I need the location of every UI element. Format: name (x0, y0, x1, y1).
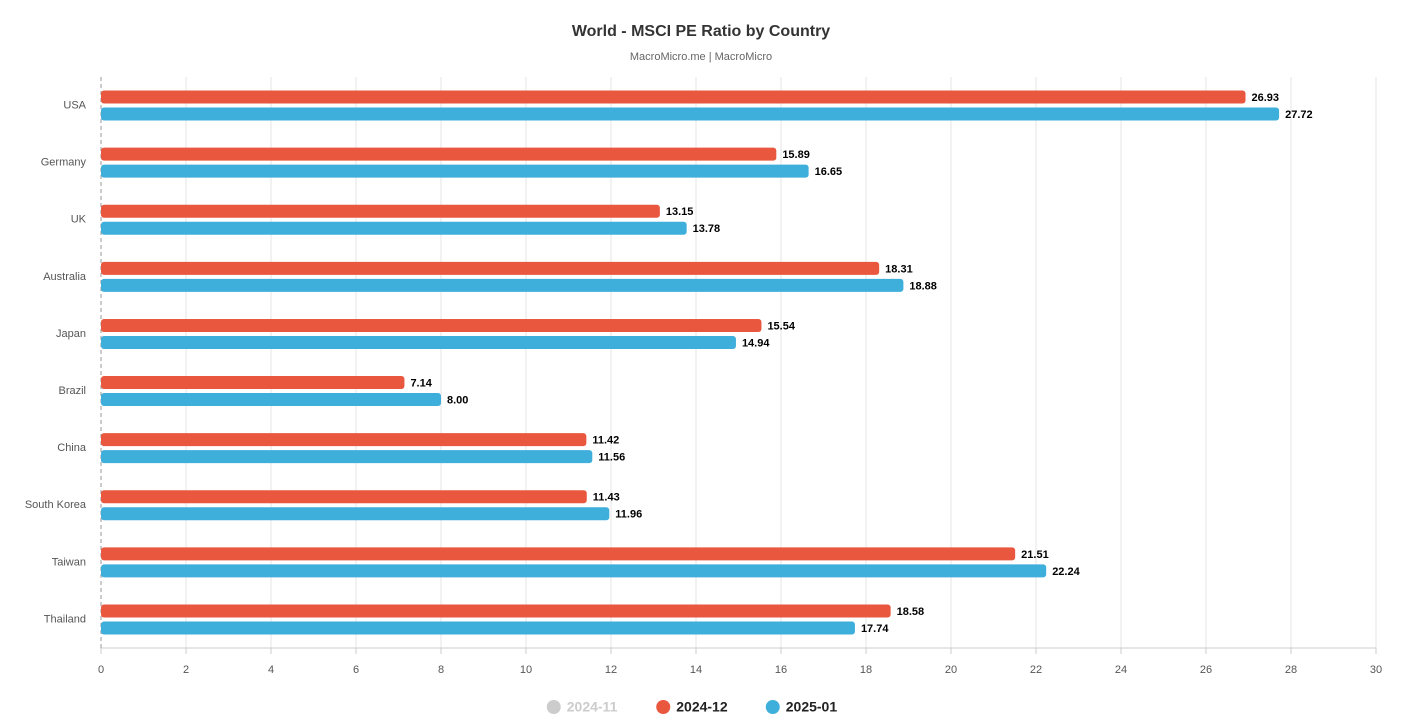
legend-item[interactable]: 2024-12 (656, 699, 728, 715)
legend-label: 2024-11 (567, 699, 618, 715)
value-label: 21.51 (1021, 549, 1049, 561)
bar (101, 604, 891, 618)
legend-item[interactable]: 2025-01 (765, 699, 838, 715)
y-tick-label: Thailand (44, 613, 86, 625)
x-tick-label: 28 (1285, 664, 1297, 676)
y-tick-label: Germany (41, 157, 87, 169)
value-label: 13.78 (693, 223, 721, 235)
x-tick-label: 14 (690, 664, 702, 676)
legend-swatch (546, 700, 561, 714)
bar (101, 90, 1246, 104)
value-label: 15.89 (782, 149, 810, 161)
value-label: 7.14 (410, 377, 432, 389)
x-tick-label: 0 (98, 664, 104, 676)
y-tick-label: UK (71, 214, 87, 226)
value-label: 11.43 (593, 492, 620, 504)
bar (101, 433, 587, 447)
bar (101, 564, 1047, 578)
value-label: 11.56 (598, 452, 625, 464)
y-tick-label: USA (63, 99, 86, 111)
bar (101, 621, 855, 635)
value-label: 14.94 (742, 337, 770, 349)
value-label: 11.96 (615, 509, 642, 521)
bar (101, 221, 687, 235)
bar (101, 318, 762, 332)
bar (101, 335, 736, 349)
bar (101, 393, 441, 407)
legend-item[interactable]: 2024-11 (546, 699, 618, 715)
bar (101, 450, 593, 464)
x-tick-label: 22 (1030, 664, 1042, 676)
value-label: 18.31 (885, 263, 913, 275)
x-tick-label: 2 (183, 664, 189, 676)
y-tick-label: Japan (56, 328, 86, 340)
chart-subtitle: MacroMicro.me | MacroMicro (630, 51, 772, 63)
value-label: 13.15 (666, 206, 694, 218)
x-tick-label: 30 (1370, 664, 1382, 676)
bar (101, 507, 610, 521)
x-tick-label: 20 (945, 664, 957, 676)
legend-label: 2025-01 (786, 699, 838, 715)
x-tick-label: 10 (520, 664, 532, 676)
x-tick-label: 18 (860, 664, 872, 676)
legend-swatch (656, 700, 671, 714)
legend-swatch (765, 700, 780, 714)
bar (101, 164, 809, 178)
chart-title: World - MSCI PE Ratio by Country (572, 23, 830, 40)
bar (101, 107, 1280, 121)
y-tick-label: China (57, 442, 87, 454)
x-tick-label: 12 (605, 664, 617, 676)
x-tick-label: 26 (1200, 664, 1212, 676)
bar (101, 547, 1016, 561)
value-label: 17.74 (861, 623, 889, 635)
x-tick-label: 8 (438, 664, 444, 676)
legend-label: 2024-12 (676, 699, 728, 715)
value-label: 15.54 (767, 320, 795, 332)
y-tick-label: Taiwan (52, 556, 86, 568)
bar (101, 278, 904, 292)
value-label: 16.65 (815, 166, 843, 178)
y-tick-label: Australia (43, 271, 87, 283)
y-tick-label: South Korea (25, 499, 87, 511)
y-tick-label: Brazil (58, 385, 86, 397)
value-label: 18.88 (909, 280, 937, 292)
bar (101, 261, 880, 275)
value-label: 11.42 (592, 435, 619, 447)
value-label: 8.00 (447, 394, 468, 406)
x-tick-label: 24 (1115, 664, 1127, 676)
bar (101, 490, 587, 504)
value-label: 27.72 (1285, 109, 1313, 121)
value-label: 26.93 (1252, 92, 1280, 104)
x-tick-label: 16 (775, 664, 787, 676)
bar (101, 376, 405, 390)
bar (101, 147, 777, 161)
value-label: 22.24 (1052, 566, 1080, 578)
bar (101, 204, 660, 218)
x-tick-label: 4 (268, 664, 274, 676)
x-tick-label: 6 (353, 664, 359, 676)
value-label: 18.58 (897, 606, 925, 618)
